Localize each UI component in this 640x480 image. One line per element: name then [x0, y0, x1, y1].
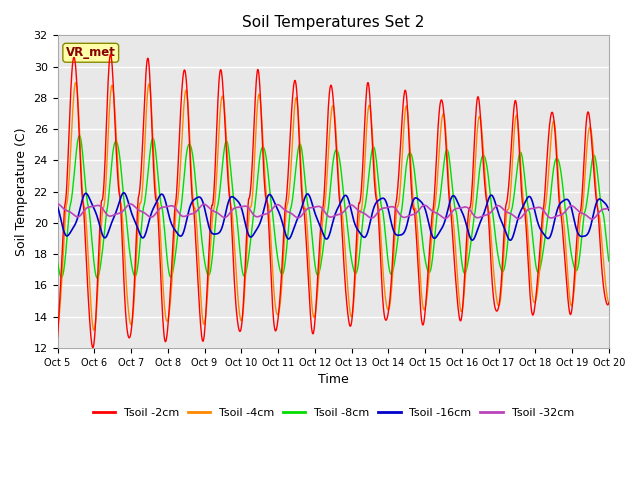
Text: VR_met: VR_met: [66, 46, 116, 59]
Legend: Tsoil -2cm, Tsoil -4cm, Tsoil -8cm, Tsoil -16cm, Tsoil -32cm: Tsoil -2cm, Tsoil -4cm, Tsoil -8cm, Tsoi…: [88, 403, 578, 422]
X-axis label: Time: Time: [318, 373, 349, 386]
Y-axis label: Soil Temperature (C): Soil Temperature (C): [15, 127, 28, 256]
Title: Soil Temperatures Set 2: Soil Temperatures Set 2: [242, 15, 424, 30]
